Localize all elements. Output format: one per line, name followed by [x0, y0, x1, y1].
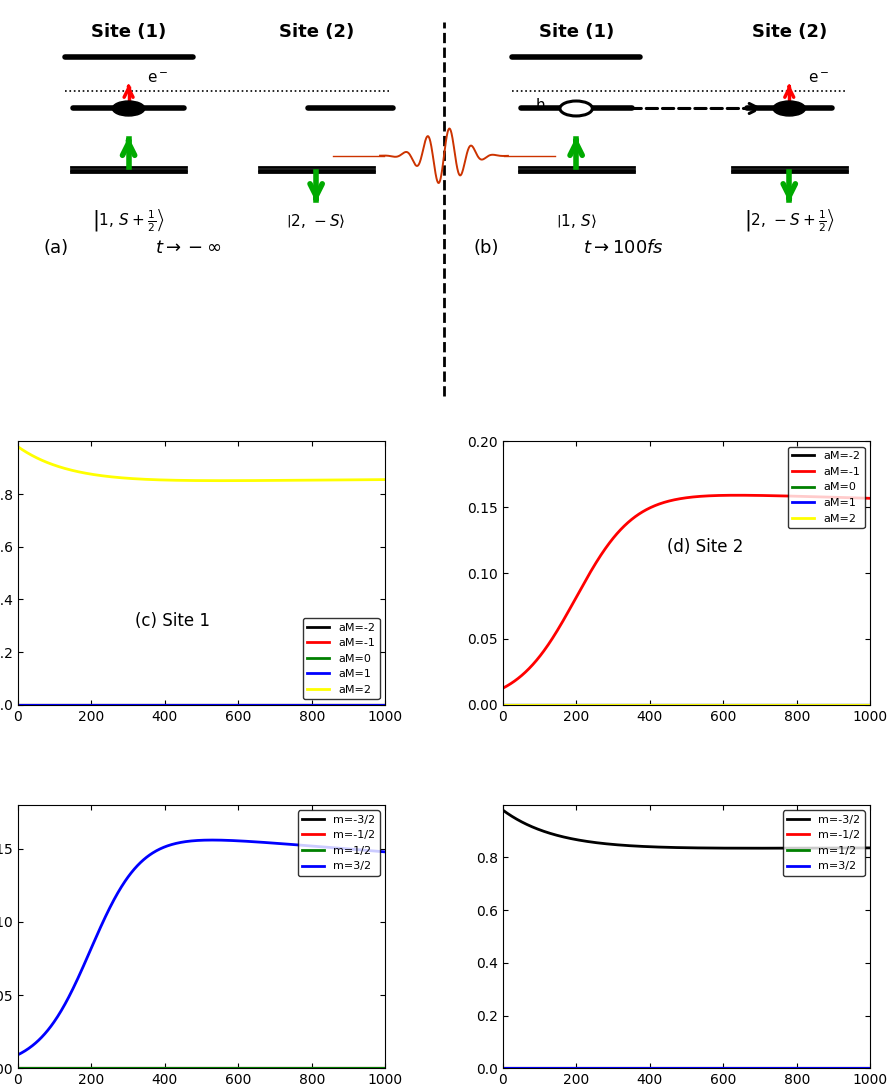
Text: h: h	[535, 98, 545, 113]
Text: Site (2): Site (2)	[751, 23, 827, 40]
Text: $\left|2,\,-S\right\rangle$: $\left|2,\,-S\right\rangle$	[286, 211, 346, 230]
Circle shape	[113, 101, 145, 116]
Legend: aM=-2, aM=-1, aM=0, aM=1, aM=2: aM=-2, aM=-1, aM=0, aM=1, aM=2	[303, 618, 380, 699]
Text: Site (1): Site (1)	[538, 23, 614, 40]
Text: $\left|2,\,-S+\frac{1}{2}\right\rangle$: $\left|2,\,-S+\frac{1}{2}\right\rangle$	[744, 207, 835, 234]
Text: Site (1): Site (1)	[91, 23, 166, 40]
Legend: m=-3/2, m=-1/2, m=1/2, m=3/2: m=-3/2, m=-1/2, m=1/2, m=3/2	[782, 810, 865, 876]
Legend: aM=-2, aM=-1, aM=0, aM=1, aM=2: aM=-2, aM=-1, aM=0, aM=1, aM=2	[788, 447, 865, 528]
Legend: m=-3/2, m=-1/2, m=1/2, m=3/2: m=-3/2, m=-1/2, m=1/2, m=3/2	[297, 810, 380, 876]
Text: $\left|1,\,S+\frac{1}{2}\right\rangle$: $\left|1,\,S+\frac{1}{2}\right\rangle$	[92, 207, 164, 234]
Text: $\left|1,\,S\right\rangle$: $\left|1,\,S\right\rangle$	[556, 211, 597, 230]
Text: Site (2): Site (2)	[279, 23, 353, 40]
Text: (a): (a)	[44, 240, 68, 257]
Text: $t \rightarrow 100fs$: $t \rightarrow 100fs$	[583, 240, 663, 257]
Text: e$^-$: e$^-$	[808, 72, 829, 86]
Text: $t \rightarrow -\infty$: $t \rightarrow -\infty$	[155, 240, 221, 257]
Circle shape	[773, 101, 805, 116]
Text: (c) Site 1: (c) Site 1	[135, 611, 210, 630]
Text: (b): (b)	[474, 240, 499, 257]
Text: (d) Site 2: (d) Site 2	[667, 538, 743, 556]
Text: e$^-$: e$^-$	[147, 72, 169, 86]
Circle shape	[560, 101, 592, 116]
